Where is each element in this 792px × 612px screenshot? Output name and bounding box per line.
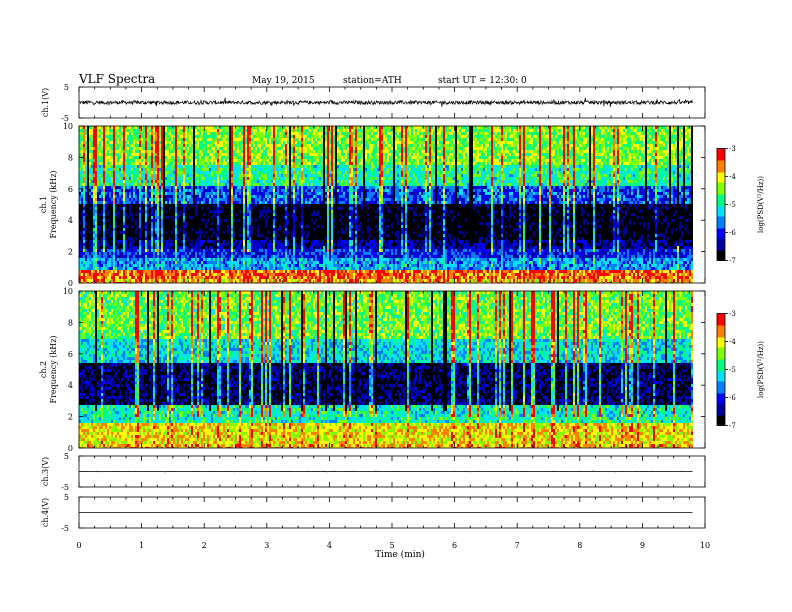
colorbar-tick-label: -4 bbox=[729, 338, 736, 346]
y-axis-label: ch.1 bbox=[39, 196, 48, 213]
y-axis-label: ch.4(V) bbox=[41, 498, 50, 527]
colorbar-tick-label: -5 bbox=[729, 201, 736, 209]
colorbar-tick-label: -4 bbox=[729, 173, 736, 181]
y-tick-label: 5 bbox=[64, 493, 69, 502]
time-axis: 0 1 2 3 4 5 6 7 8 9 10 bbox=[76, 541, 710, 550]
ch2-spectrogram-panel: 0 2 4 6 8 10 ch.2 Frequency (kHz) bbox=[39, 287, 706, 453]
ch2-colorbar: -3 -4 -5 -6 -7 log(PSD(V²/Hz)) bbox=[716, 310, 765, 430]
ch3-waveform-panel: 5 -5 ch.3(V) bbox=[41, 452, 706, 492]
waveform-trace bbox=[78, 97, 693, 107]
ch1-waveform-panel: 5 -5 ch.1(V) bbox=[41, 83, 706, 123]
x-tick-label: 5 bbox=[389, 541, 394, 550]
y-tick-label: 2 bbox=[68, 413, 73, 422]
y-tick-label: 6 bbox=[68, 185, 73, 194]
x-axis-label: Time (min) bbox=[375, 549, 425, 560]
y-tick-label: 10 bbox=[63, 122, 73, 131]
colorbar-tick-label: -7 bbox=[729, 257, 736, 265]
y-tick-label: 10 bbox=[63, 287, 73, 296]
spectrogram-image bbox=[79, 126, 693, 283]
x-tick-label: 4 bbox=[327, 541, 332, 550]
colorbar-label: log(PSD(V²/Hz)) bbox=[757, 176, 765, 233]
figure-station: station=ATH bbox=[343, 76, 402, 86]
colorbar-tick-label: -7 bbox=[729, 422, 736, 430]
x-tick-label: 6 bbox=[452, 541, 457, 550]
waveform-trace bbox=[78, 470, 693, 473]
figure-start-time: start UT = 12:30: 0 bbox=[438, 76, 527, 86]
x-tick-label: 8 bbox=[577, 541, 582, 550]
y-tick-label: 5 bbox=[64, 83, 69, 92]
ch4-waveform-panel: 5 -5 ch.4(V) bbox=[41, 493, 706, 533]
y-tick-label: 2 bbox=[68, 248, 73, 257]
ch1-colorbar: -3 -4 -5 -6 -7 log(PSD(V²/Hz)) bbox=[716, 145, 765, 265]
spectrogram-image bbox=[79, 291, 693, 448]
y-tick-label: 5 bbox=[64, 452, 69, 461]
y-tick-label: 4 bbox=[68, 381, 73, 390]
figure-date: May 19, 2015 bbox=[252, 76, 315, 86]
y-tick-label: -5 bbox=[61, 483, 69, 492]
x-tick-label: 2 bbox=[202, 541, 207, 550]
colorbar-tick-label: -6 bbox=[729, 229, 736, 237]
x-tick-label: 0 bbox=[76, 541, 81, 550]
y-tick-label: 0 bbox=[68, 279, 73, 288]
y-tick-label: -5 bbox=[61, 524, 69, 533]
y-tick-label: -5 bbox=[61, 114, 69, 123]
y-axis-label: ch.3(V) bbox=[41, 457, 50, 486]
y-axis-label: ch.1(V) bbox=[41, 88, 50, 117]
x-tick-label: 3 bbox=[264, 541, 269, 550]
x-tick-label: 7 bbox=[515, 541, 520, 550]
colorbar-label: log(PSD(V²/Hz)) bbox=[757, 341, 765, 398]
x-tick-label: 10 bbox=[700, 541, 710, 550]
figure-title: VLF Spectra bbox=[78, 72, 155, 86]
y-axis-label: Frequency (kHz) bbox=[49, 170, 58, 238]
colorbar-tick-label: -6 bbox=[729, 394, 736, 402]
y-tick-label: 0 bbox=[68, 444, 73, 453]
y-tick-label: 4 bbox=[68, 216, 73, 225]
x-tick-label: 1 bbox=[139, 541, 144, 550]
y-tick-label: 8 bbox=[68, 318, 73, 327]
colorbar-tick-label: -3 bbox=[729, 310, 736, 318]
y-tick-label: 6 bbox=[68, 350, 73, 359]
ch1-spectrogram-panel: 0 2 4 6 8 10 ch.1 Frequency (kHz) bbox=[39, 122, 706, 288]
colorbar-tick-label: -5 bbox=[729, 366, 736, 374]
y-tick-label: 8 bbox=[68, 153, 73, 162]
y-axis-label: ch.2 bbox=[39, 361, 48, 378]
x-tick-label: 9 bbox=[640, 541, 645, 550]
y-axis-label: Frequency (kHz) bbox=[49, 335, 58, 403]
colorbar-tick-label: -3 bbox=[729, 145, 736, 153]
